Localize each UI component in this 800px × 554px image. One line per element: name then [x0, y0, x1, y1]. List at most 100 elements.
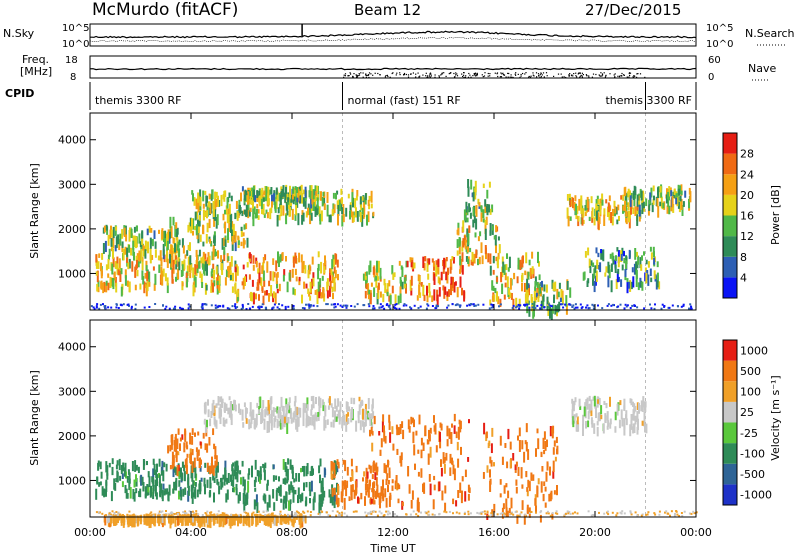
noise-cell	[372, 510, 375, 513]
range-gate-cell	[110, 515, 113, 521]
noise-cell	[103, 305, 106, 308]
range-gate-cell	[273, 514, 276, 526]
range-gate-cell	[128, 281, 131, 293]
range-gate-cell	[144, 249, 147, 259]
range-gate-cell	[361, 196, 364, 201]
noise-cell	[636, 306, 639, 309]
range-gate-cell	[140, 249, 143, 261]
nave-point	[379, 74, 381, 76]
range-gate-cell	[189, 515, 192, 523]
range-gate-cell	[388, 496, 391, 507]
noise-cell	[187, 303, 190, 306]
noise-cell	[191, 510, 194, 513]
noise-cell	[188, 510, 191, 513]
noise-cell	[535, 511, 537, 514]
nave-point	[396, 72, 398, 74]
range-gate-cell	[185, 441, 188, 448]
noise-cell	[398, 307, 401, 310]
panel-border	[89, 319, 697, 518]
range-gate-cell	[593, 395, 596, 407]
noise-cell	[534, 307, 537, 310]
nave-point	[430, 73, 432, 75]
nave-point	[440, 74, 442, 76]
range-gate-cell	[447, 267, 449, 275]
noise-cell	[290, 513, 293, 516]
noise-cell	[368, 512, 371, 515]
range-gate-cell	[620, 253, 623, 261]
noise-cell	[426, 303, 429, 306]
range-gate-cell	[337, 485, 340, 495]
noise-cell	[529, 512, 531, 514]
range-gate-cell	[620, 195, 623, 200]
noise-cell	[431, 305, 434, 307]
range-gate-cell	[543, 481, 546, 487]
range-gate-cell	[461, 476, 464, 482]
range-gate-cell	[399, 424, 402, 435]
range-gate-cell	[175, 255, 177, 260]
noise-cell	[531, 306, 534, 309]
range-gate-cell	[218, 283, 220, 291]
noise-cell	[221, 512, 224, 515]
range-gate-cell	[314, 185, 317, 194]
range-gate-cell	[369, 260, 372, 273]
range-gate-cell	[464, 491, 467, 502]
range-gate-cell	[516, 276, 519, 284]
range-gate-cell	[341, 417, 344, 429]
nave-point	[403, 72, 406, 75]
range-gate-cell	[181, 260, 184, 266]
range-gate-cell	[572, 416, 575, 428]
noise-cell	[128, 510, 131, 513]
noise-cell	[105, 514, 107, 517]
range-gate-cell	[184, 514, 187, 526]
noise-cell	[467, 510, 470, 513]
range-gate-cell	[298, 186, 301, 191]
range-gate-cell	[318, 494, 321, 504]
range-gate-cell	[324, 405, 327, 417]
noise-cell	[260, 306, 263, 308]
range-gate-cell	[244, 189, 247, 202]
nave-point	[489, 73, 491, 75]
range-gate-cell	[106, 226, 109, 235]
range-gate-cell	[472, 192, 475, 202]
range-gate-cell	[307, 269, 310, 279]
noise-cell	[566, 510, 569, 513]
range-gate-cell	[106, 465, 109, 476]
range-gate-cell	[235, 200, 238, 210]
noise-cell	[260, 514, 263, 517]
range-gate-cell	[319, 213, 322, 225]
noise-cell	[179, 306, 181, 309]
range-gate-cell	[208, 255, 211, 266]
range-gate-cell	[518, 298, 521, 308]
range-gate-cell	[367, 199, 370, 207]
range-gate-cell	[231, 240, 234, 251]
range-gate-cell	[326, 281, 329, 292]
range-gate-cell	[533, 300, 536, 309]
noise-cell	[690, 307, 693, 310]
nave-point	[418, 77, 420, 79]
range-gate-cell	[521, 282, 523, 292]
range-gate-cell	[267, 400, 270, 411]
range-gate-cell	[367, 291, 370, 300]
range-gate-cell	[680, 184, 683, 196]
range-gate-cell	[278, 256, 280, 268]
range-gate-cell	[341, 480, 344, 492]
range-gate-cell	[328, 396, 331, 406]
nave-point	[497, 75, 499, 78]
range-gate-cell	[285, 202, 288, 211]
range-gate-cell	[282, 274, 285, 282]
range-gate-cell	[291, 466, 294, 474]
range-gate-cell	[463, 209, 466, 221]
range-gate-cell	[632, 190, 635, 201]
range-gate-cell	[158, 515, 161, 527]
range-gate-cell	[644, 424, 646, 433]
range-gate-cell	[234, 266, 237, 273]
range-gate-cell	[363, 199, 366, 212]
noise-cell	[588, 307, 591, 310]
xtick-label: 20:00	[579, 526, 611, 539]
range-gate-cell	[252, 215, 255, 227]
power-colorbar-label: Power [dB]	[769, 185, 782, 245]
range-gate-cell	[590, 407, 593, 417]
nave-point	[545, 72, 548, 74]
range-gate-cell	[619, 400, 622, 406]
range-gate-cell	[281, 420, 284, 430]
